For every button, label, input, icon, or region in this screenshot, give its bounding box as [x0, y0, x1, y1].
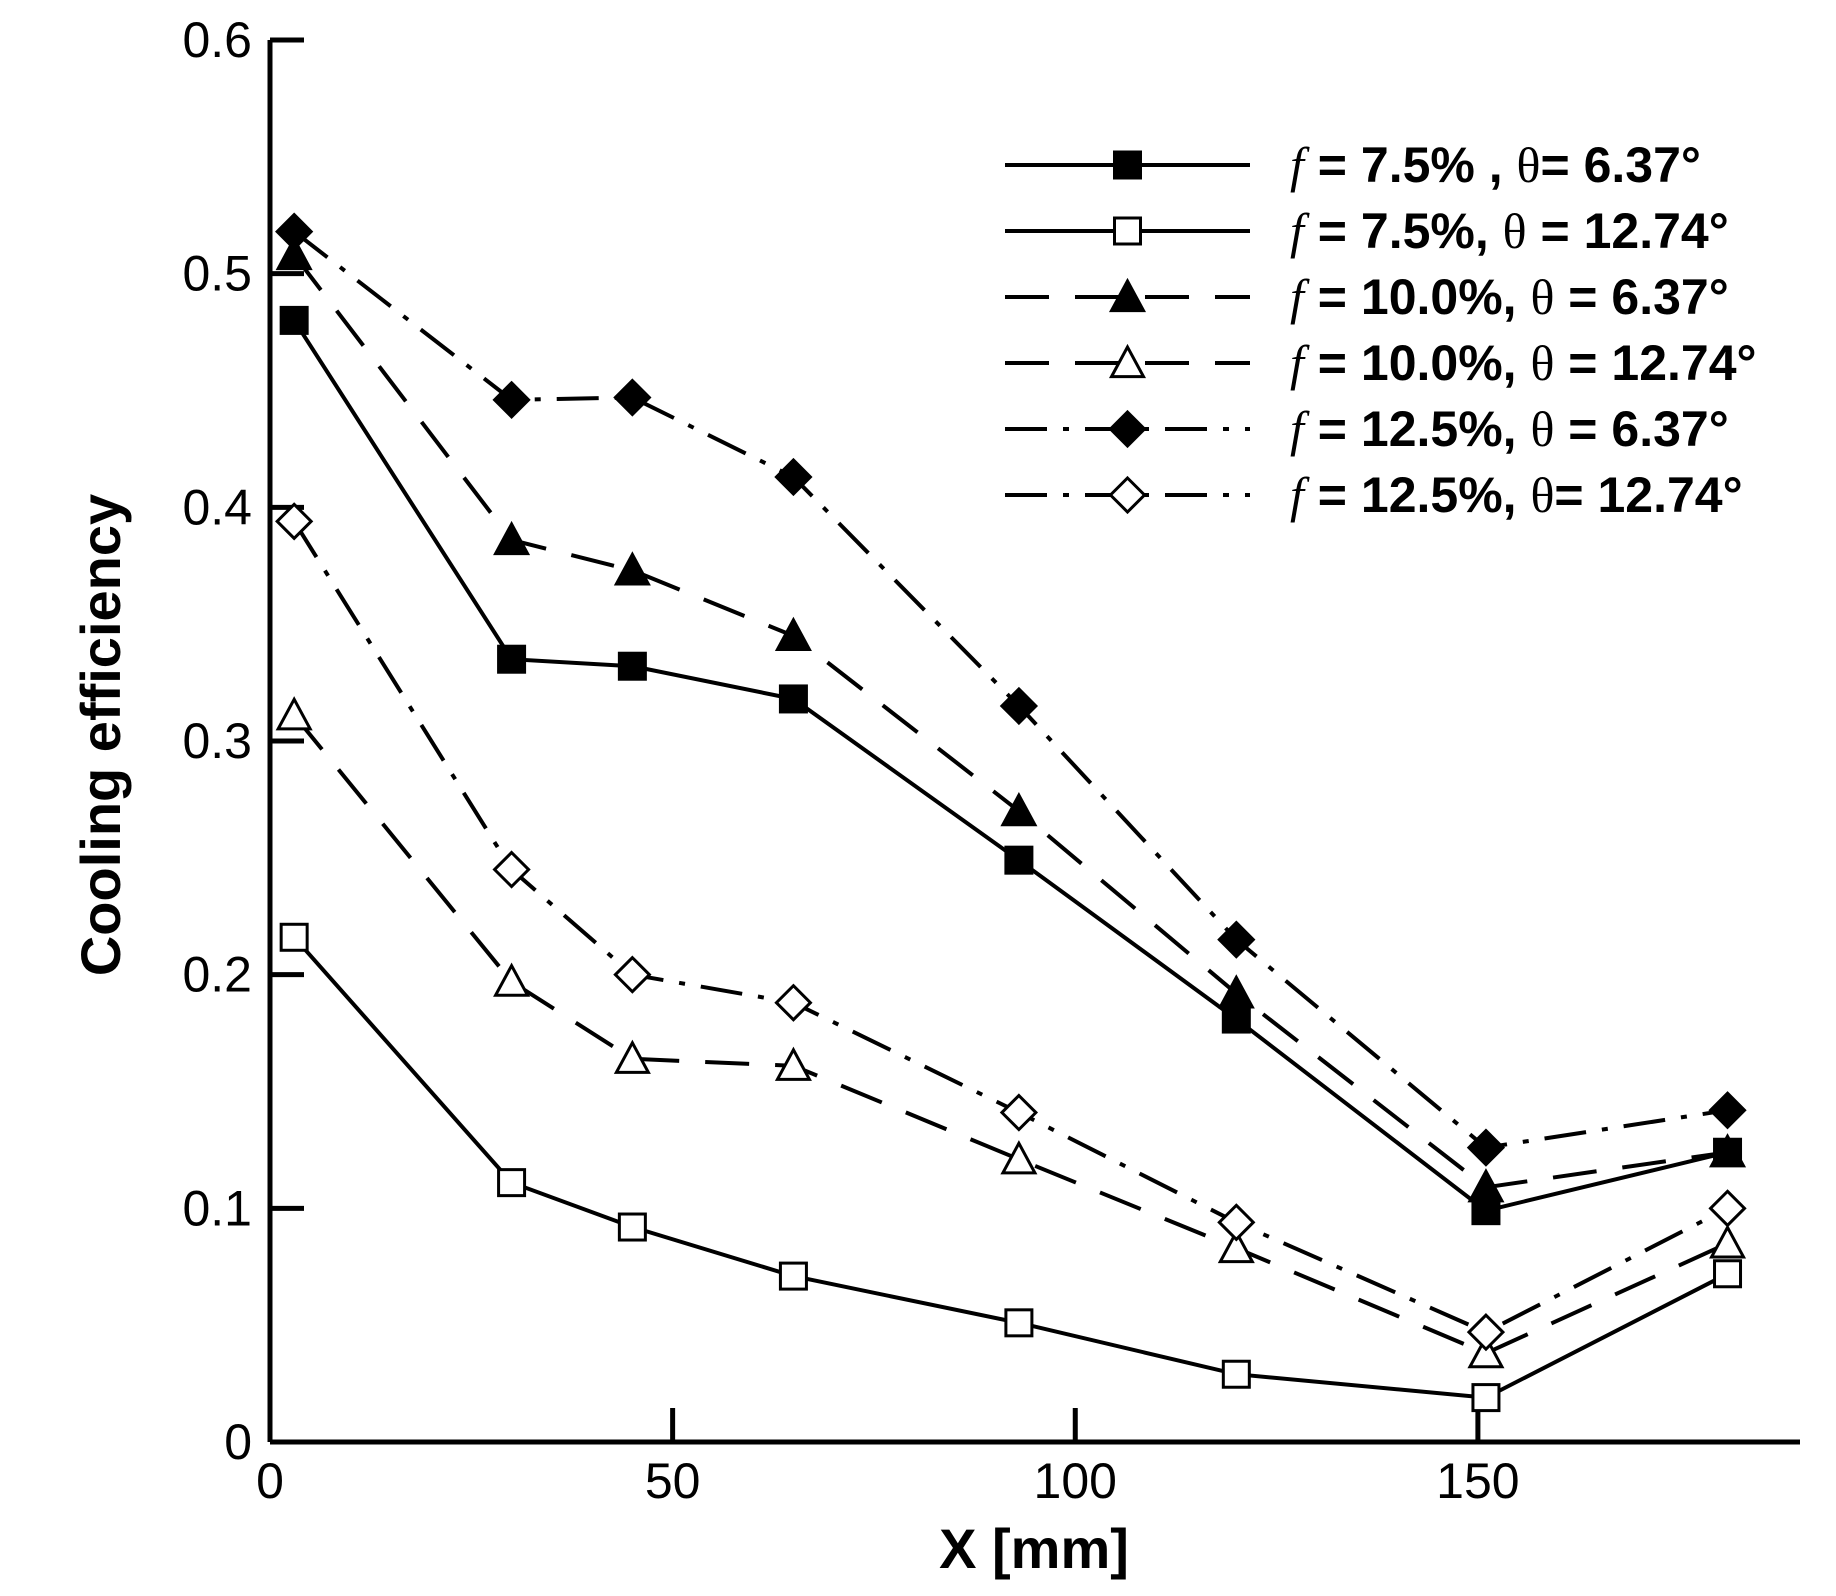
data-point-diamond	[999, 686, 1039, 726]
series-2	[279, 922, 1743, 1413]
data-point-diamond	[275, 212, 314, 251]
legend-label: f = 12.5%, θ= 12.74°	[1290, 467, 1743, 523]
data-point-diamond	[613, 955, 652, 994]
legend-label: f = 12.5%, θ = 6.37°	[1290, 401, 1729, 457]
data-point-diamond	[1708, 1091, 1747, 1130]
data-point-triangle	[774, 616, 812, 651]
series-line-1	[292, 319, 1728, 1213]
series-line-3	[292, 253, 1728, 1190]
axes: 0 0.1 0.2 0.3 0.4 0.5 0.6 0 50 100 150	[182, 12, 1800, 1509]
data-point-square	[1221, 1359, 1251, 1389]
data-point-triangle	[1217, 1228, 1255, 1264]
legend-entry-1: f = 7.5% , θ= 6.37°	[1005, 137, 1701, 193]
data-point-diamond	[774, 983, 813, 1022]
x-tick-label: 100	[1034, 1453, 1117, 1509]
y-tick-label: 0.4	[182, 479, 252, 535]
y-tick-label: 0.2	[182, 947, 252, 1003]
y-tick-label: 0.3	[182, 713, 252, 769]
y-axis-title: Cooling efficiency	[69, 494, 132, 976]
y-tick-label: 0	[224, 1414, 252, 1470]
data-point-diamond	[492, 380, 531, 419]
data-point-square	[279, 922, 309, 952]
legend-entry-2: f = 7.5%, θ = 12.74°	[1005, 203, 1729, 259]
legend-label: f = 7.5%, θ = 12.74°	[1290, 203, 1729, 259]
data-point-diamond	[492, 850, 531, 889]
data-point-triangle	[1000, 1140, 1038, 1175]
data-point-triangle	[1709, 1133, 1747, 1168]
x-tick-label: 50	[645, 1453, 701, 1509]
data-point-diamond	[1217, 1203, 1256, 1242]
legend-marker-diamond	[1108, 409, 1147, 449]
data-point-square	[1004, 845, 1034, 875]
legend-entry-4: f = 10.0%, θ = 12.74°	[1005, 335, 1757, 391]
data-point-square	[1221, 1004, 1251, 1034]
legend-marker-diamond	[1108, 475, 1147, 515]
series-line-5	[292, 230, 1728, 1150]
data-point-square	[1471, 1383, 1501, 1413]
data-point-triangle	[493, 962, 531, 997]
legend-label: f = 7.5% , θ= 6.37°	[1290, 137, 1701, 193]
data-point-triangle	[1467, 1168, 1505, 1203]
data-point-diamond	[613, 378, 652, 417]
data-point-diamond	[1708, 1189, 1747, 1228]
x-tick-label: 150	[1436, 1453, 1519, 1509]
data-point-square	[497, 644, 527, 674]
series-6	[275, 502, 1747, 1352]
data-point-triangle	[275, 235, 313, 271]
legend-label: f = 10.0%, θ = 6.37°	[1290, 269, 1729, 325]
y-tick-label: 0.5	[182, 246, 252, 302]
series-4	[275, 696, 1747, 1369]
y-tick-label: 0.1	[182, 1180, 252, 1236]
data-point-triangle	[275, 696, 313, 731]
legend-marker-square	[1113, 216, 1142, 246]
data-point-triangle	[1000, 791, 1038, 827]
x-tick-label: 0	[256, 1453, 284, 1509]
data-point-square	[778, 684, 808, 714]
data-point-diamond	[999, 1093, 1039, 1132]
legend: f = 7.5% , θ= 6.37° f = 7.5%, θ = 12.74° f…	[1005, 137, 1757, 523]
series-line-6	[292, 520, 1729, 1335]
legend-entry-6: f = 12.5%, θ= 12.74°	[1005, 467, 1743, 523]
data-point-diamond	[275, 502, 314, 541]
data-point-square	[778, 1261, 808, 1291]
data-point-diamond	[1217, 920, 1256, 959]
data-point-triangle	[613, 1039, 651, 1074]
series-line-2	[292, 935, 1729, 1400]
data-point-square	[1713, 1259, 1743, 1289]
legend-marker-square	[1113, 150, 1142, 180]
data-point-diamond	[774, 457, 813, 497]
legend-entry-5: f = 12.5%, θ = 6.37°	[1005, 401, 1729, 457]
data-point-diamond	[1466, 1128, 1506, 1167]
data-point-square	[617, 651, 647, 681]
data-point-triangle	[1709, 1224, 1747, 1259]
data-point-square	[1004, 1308, 1034, 1338]
legend-label: f = 10.0%, θ = 12.74°	[1290, 335, 1757, 391]
data-point-square	[279, 305, 309, 335]
data-point-triangle	[1467, 1334, 1505, 1369]
series-5	[275, 212, 1747, 1167]
data-point-triangle	[1217, 974, 1255, 1009]
data-point-diamond	[1466, 1313, 1506, 1352]
y-tick-label: 0.6	[182, 12, 252, 68]
data-point-triangle	[613, 551, 651, 586]
x-axis-title: X [mm]	[939, 1517, 1129, 1580]
legend-entry-3: f = 10.0%, θ = 6.37°	[1005, 269, 1729, 325]
data-point-square	[617, 1212, 647, 1242]
data-point-triangle	[493, 520, 531, 556]
data-point-triangle	[774, 1046, 812, 1081]
legend-marker-triangle	[1108, 343, 1147, 379]
series-3	[275, 235, 1747, 1203]
legend-marker-triangle	[1108, 277, 1147, 313]
series-layer	[275, 212, 1747, 1413]
data-point-square	[497, 1168, 527, 1198]
series-line-4	[292, 714, 1729, 1356]
